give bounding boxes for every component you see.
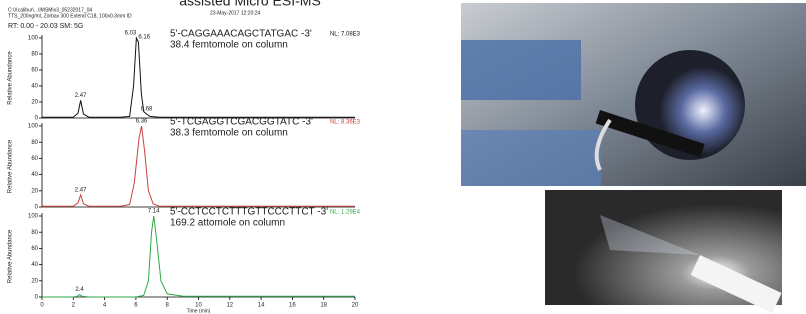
normalization-level: NL: 1.29E4 — [330, 210, 361, 216]
sequence: 5'-CAGGAAACAGCTATGAC -3' — [170, 29, 312, 40]
x-tick-label: 18 — [320, 303, 327, 309]
y-tick-label: 80 — [31, 52, 38, 58]
sequence: 5'-TCGAGGTCGACGGTATC -3' — [170, 117, 313, 128]
y-tick-label: 60 — [31, 246, 38, 252]
y-tick-label: 40 — [31, 262, 38, 268]
y-tick-label: 0 — [35, 116, 39, 122]
peak-label: 6.03 — [125, 31, 137, 37]
slide-title: assisted Micro ESI-MS — [179, 0, 321, 9]
peak-label: 2.47 — [75, 93, 87, 99]
x-tick-label: 20 — [352, 303, 359, 309]
y-axis-label: Relative Abundance — [8, 51, 14, 105]
peak-label: 6.68 — [141, 107, 153, 113]
y-tick-label: 60 — [31, 156, 38, 162]
peak-label: 7.14 — [148, 209, 160, 215]
y-tick-label: 20 — [31, 188, 38, 194]
x-axis-label: Time (min) — [187, 308, 211, 314]
x-tick-label: 12 — [226, 303, 233, 309]
y-tick-label: 0 — [35, 295, 39, 301]
y-tick-label: 0 — [35, 205, 39, 211]
x-tick-label: 14 — [258, 303, 265, 309]
x-tick-label: 6 — [134, 303, 138, 309]
date: 23-May-2017 12:20:24 — [210, 10, 261, 16]
y-tick-label: 100 — [28, 36, 39, 42]
x-tick-label: 0 — [40, 303, 44, 309]
y-tick-label: 40 — [31, 172, 38, 178]
spray-photo — [545, 190, 782, 313]
x-tick-label: 16 — [289, 303, 296, 309]
amount: 169.2 attomole on column — [170, 218, 285, 229]
amount: 38.4 femtomole on column — [170, 40, 288, 51]
instrument-photo — [461, 3, 806, 186]
peak-label: 6.16 — [138, 35, 150, 41]
y-axis-label: Relative Abundance — [8, 229, 14, 283]
normalization-level: NL: 7.08E3 — [330, 32, 361, 38]
chart: assisted Micro ESI-MS C:\Xcalibur\...\IM… — [0, 0, 806, 314]
y-tick-label: 20 — [31, 278, 38, 284]
amount: 38.3 femtomole on column — [170, 128, 288, 139]
x-tick-label: 8 — [166, 303, 170, 309]
sequence: 5'-CCTCCTCTTTGTTCCCTTCT -3' — [170, 207, 328, 218]
y-tick-label: 60 — [31, 68, 38, 74]
y-axis-label: Relative Abundance — [8, 139, 14, 193]
x-tick-label: 4 — [103, 303, 107, 309]
peak-label: 2.4 — [75, 287, 84, 293]
y-tick-label: 40 — [31, 84, 38, 90]
y-tick-label: 80 — [31, 140, 38, 146]
y-tick-label: 100 — [28, 124, 39, 130]
method: TTS_200ng/ml, Zorbax 300 Extend C18, 100… — [8, 13, 132, 19]
normalization-level: NL: 8.36E3 — [330, 120, 361, 126]
y-tick-label: 20 — [31, 100, 38, 106]
y-tick-label: 100 — [28, 214, 39, 220]
rt-range: RT: 0.00 - 20.03 SM: 5G — [8, 23, 83, 30]
x-tick-label: 2 — [72, 303, 76, 309]
peak-label: 6.36 — [136, 119, 148, 125]
slide: assisted Micro ESI-MS C:\Xcalibur\...\IM… — [0, 0, 806, 314]
y-tick-label: 80 — [31, 230, 38, 236]
peak-label: 2.47 — [75, 187, 87, 193]
